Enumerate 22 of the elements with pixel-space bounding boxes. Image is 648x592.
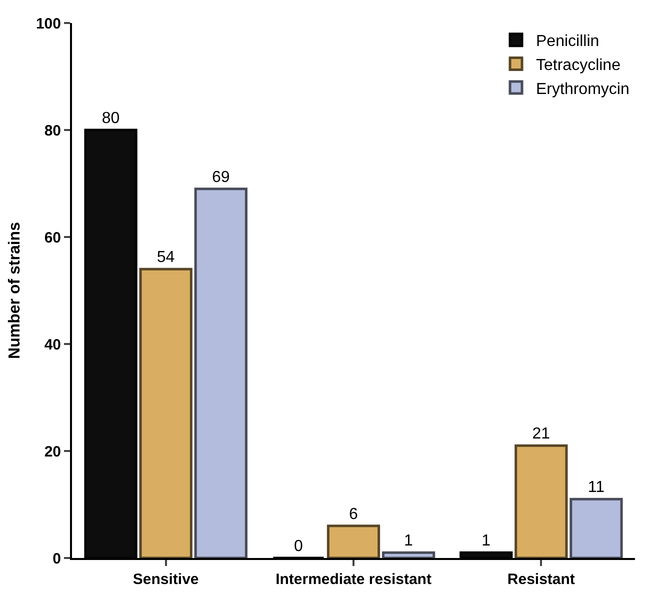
data-label: 11 <box>588 479 605 496</box>
y-tick-label: 80 <box>44 122 61 140</box>
x-tick-label: Sensitive <box>132 571 199 588</box>
x-tick-label: Resistant <box>507 571 575 588</box>
legend-label: Penicillin <box>536 33 600 50</box>
y-tick-label: 60 <box>44 229 61 246</box>
data-label: 1 <box>404 532 414 550</box>
legend-label: Tetracycline <box>536 56 621 74</box>
y-tick-label: 100 <box>36 15 61 32</box>
data-label: 80 <box>102 110 120 127</box>
y-axis-title: Number of strains <box>6 222 24 359</box>
y-tick-label: 0 <box>52 550 61 568</box>
y-tick-label: 20 <box>44 443 61 460</box>
data-label: 21 <box>532 426 550 443</box>
data-label: 6 <box>349 506 358 523</box>
data-label: 1 <box>482 532 491 550</box>
x-tick-label: Intermediate resistant <box>276 571 432 588</box>
data-label: 69 <box>212 168 230 186</box>
data-label: 0 <box>294 538 303 555</box>
legend-label: Erythromycin <box>536 80 630 98</box>
data-label: 54 <box>156 249 175 266</box>
y-tick-label: 40 <box>44 336 61 354</box>
